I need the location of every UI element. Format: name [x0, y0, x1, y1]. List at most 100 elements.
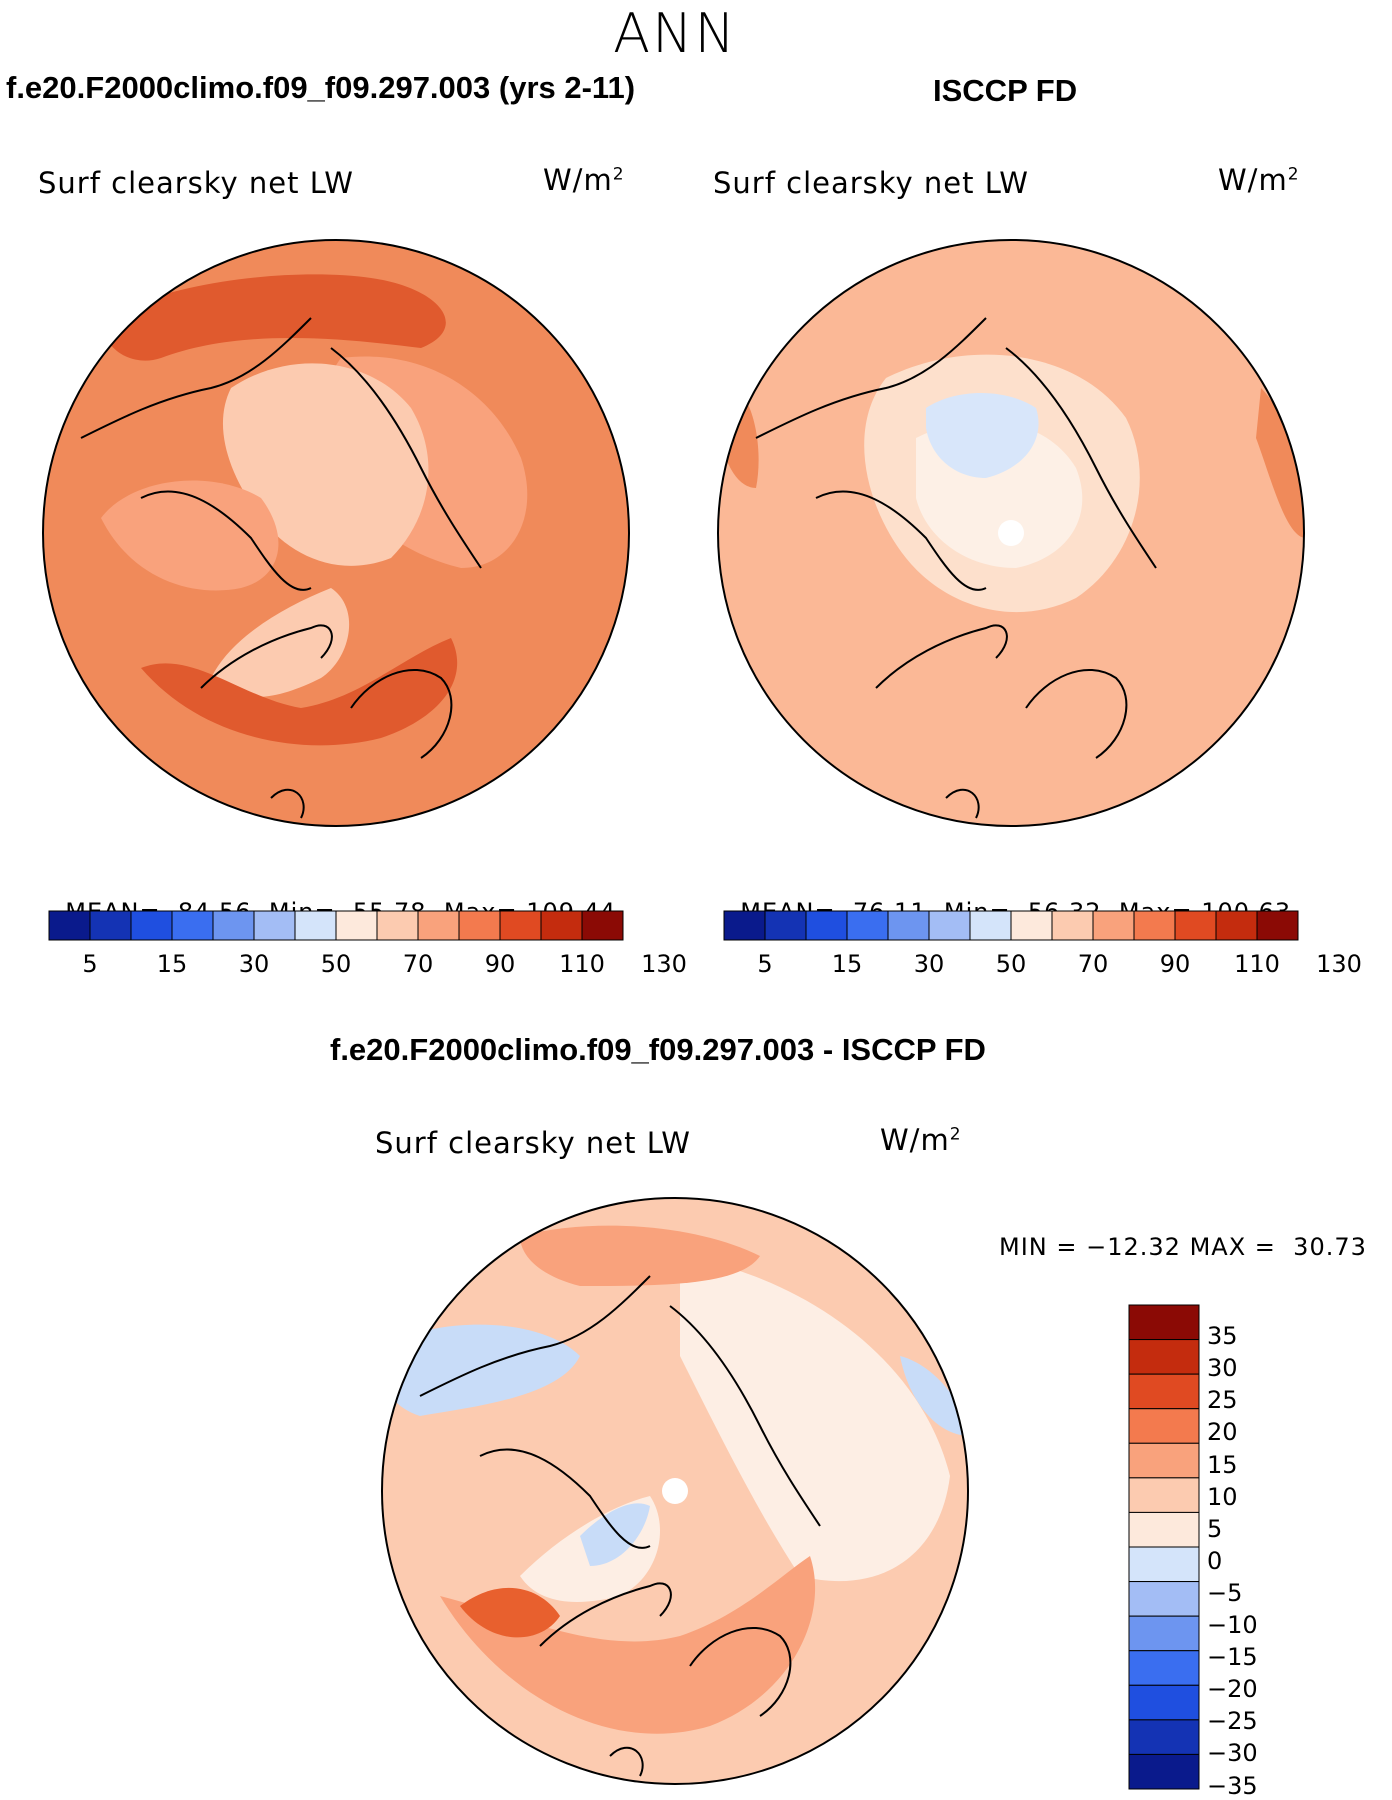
- diff-east-blue-region: [900, 1356, 968, 1436]
- colorbar-tick-label: 110: [559, 950, 605, 978]
- colorbar-swatch: [1051, 910, 1094, 941]
- diff-atlantic-mid-region: [440, 1556, 816, 1734]
- colorbar-swatch: [253, 910, 296, 941]
- colorbar-tick-label: 5: [1207, 1514, 1223, 1543]
- diff-atlantic-dark-region: [460, 1587, 560, 1638]
- colorbar-swatch: [540, 910, 583, 941]
- colorbar-tick-label: 90: [484, 950, 516, 978]
- colorbar-swatch: [212, 910, 255, 941]
- model-greenland-region: [211, 588, 350, 697]
- obs-variable-label: Surf clearsky net LW: [713, 166, 1029, 200]
- colorbar-swatch: [458, 910, 501, 941]
- colorbar-tick-label: 130: [1316, 950, 1362, 978]
- colorbar-tick-label: 110: [1234, 950, 1280, 978]
- diff-pacific-dark-region: [520, 1225, 760, 1286]
- model-colorbar: [48, 910, 624, 941]
- obs-east-edge-region: [1256, 388, 1304, 538]
- colorbar-tick-label: 25: [1207, 1386, 1238, 1415]
- model-map-border: [42, 239, 630, 827]
- colorbar-swatch: [1128, 1684, 1200, 1721]
- colorbar-tick-label: 70: [1077, 950, 1109, 978]
- colorbar-swatch: [581, 910, 624, 941]
- obs-map-border: [717, 239, 1305, 827]
- colorbar-swatch: [376, 910, 419, 941]
- model-pacific-band-region: [101, 274, 446, 361]
- colorbar-tick-label: −10: [1207, 1611, 1258, 1640]
- season-title: ANN: [613, 2, 737, 65]
- colorbar-tick-label: −5: [1207, 1578, 1243, 1607]
- diff-variable-label: Surf clearsky net LW: [375, 1126, 691, 1160]
- diff-panel-title: f.e20.F2000climo.f09_f09.297.003 - ISCCP…: [330, 1032, 986, 1067]
- colorbar-swatch: [1128, 1650, 1200, 1686]
- colorbar-swatch: [969, 910, 1012, 941]
- colorbar-swatch: [89, 910, 132, 941]
- colorbar-swatch: [294, 910, 337, 941]
- model-variable-label: Surf clearsky net LW: [38, 166, 354, 200]
- colorbar-tick-label: 20: [1207, 1418, 1238, 1447]
- obs-colorbar-ticks: 5 15 30 50 70 90 110 130: [724, 950, 1362, 980]
- colorbar-tick-label: 15: [156, 950, 188, 978]
- diff-max-label: MAX =: [1189, 1233, 1276, 1261]
- colorbar-tick-label: 70: [402, 950, 434, 978]
- model-arctic-ocean-region: [222, 363, 429, 566]
- colorbar-tick-label: 30: [1207, 1354, 1238, 1383]
- colorbar-swatch: [171, 910, 214, 941]
- diff-colorbar: [1128, 1304, 1200, 1790]
- colorbar-tick-label: 35: [1207, 1322, 1238, 1351]
- colorbar-swatch: [1128, 1719, 1200, 1755]
- diff-min-value: −12.32: [1086, 1233, 1181, 1261]
- colorbar-swatch: [1010, 910, 1053, 941]
- colorbar-tick-label: 90: [1159, 950, 1191, 978]
- colorbar-swatch: [1128, 1304, 1200, 1341]
- colorbar-tick-label: −35: [1207, 1771, 1258, 1800]
- colorbar-swatch: [1128, 1615, 1200, 1652]
- colorbar-tick-label: −25: [1207, 1707, 1258, 1736]
- model-polar-map: [42, 239, 630, 827]
- colorbar-tick-label: 0: [1207, 1546, 1223, 1575]
- colorbar-tick-label: 30: [238, 950, 270, 978]
- obs-polar-map: [717, 239, 1305, 827]
- obs-blue-region: [926, 393, 1039, 478]
- model-colorbar-ticks: 5 15 30 50 70 90 110 130: [49, 950, 687, 980]
- model-canada-region: [101, 480, 279, 591]
- diff-units-label: W/m2: [880, 1123, 962, 1157]
- colorbar-swatch: [1128, 1477, 1200, 1513]
- colorbar-swatch: [499, 910, 542, 941]
- diff-minmax-line: MIN = −12.32 MAX = 30.73: [999, 1233, 1367, 1261]
- colorbar-tick-label: −15: [1207, 1643, 1258, 1672]
- colorbar-swatch: [130, 910, 173, 941]
- colorbar-swatch: [335, 910, 378, 941]
- colorbar-swatch: [48, 910, 91, 941]
- model-units-label: W/m2: [543, 163, 625, 197]
- colorbar-tick-label: −30: [1207, 1739, 1258, 1768]
- colorbar-swatch: [887, 910, 930, 941]
- obs-panel-title: ISCCP FD: [933, 73, 1078, 108]
- colorbar-swatch: [1092, 910, 1135, 941]
- colorbar-tick-label: 5: [82, 950, 98, 978]
- model-panel-title: f.e20.F2000climo.f09_f09.297.003 (yrs 2-…: [6, 70, 636, 105]
- diff-pale-region: [680, 1256, 950, 1582]
- diff-max-value: 30.73: [1293, 1233, 1367, 1261]
- obs-colorbar: [723, 910, 1299, 941]
- colorbar-swatch: [1174, 910, 1217, 941]
- diff-colorbar-ticks: 35 30 25 20 15 10 5 0 −5 −10 −15 −20 −25 −30 −35: [1207, 1305, 1287, 1799]
- colorbar-swatch: [1128, 1581, 1200, 1617]
- diff-map-border: [381, 1197, 969, 1785]
- colorbar-swatch: [1128, 1373, 1200, 1410]
- colorbar-swatch: [928, 910, 971, 941]
- colorbar-swatch: [1215, 910, 1258, 941]
- colorbar-swatch: [1128, 1339, 1200, 1375]
- diff-greenland-blue-region: [580, 1503, 650, 1566]
- obs-units-label: W/m2: [1218, 163, 1300, 197]
- colorbar-swatch: [723, 910, 766, 941]
- colorbar-tick-label: 30: [913, 950, 945, 978]
- colorbar-tick-label: −20: [1207, 1675, 1258, 1704]
- colorbar-swatch: [1128, 1511, 1200, 1548]
- colorbar-swatch: [1128, 1546, 1200, 1583]
- colorbar-tick-label: 50: [320, 950, 352, 978]
- diff-polar-map: [381, 1197, 969, 1785]
- colorbar-swatch: [1128, 1442, 1200, 1479]
- colorbar-swatch: [1128, 1753, 1200, 1790]
- colorbar-tick-label: 130: [641, 950, 687, 978]
- obs-coastlines: [755, 317, 1157, 819]
